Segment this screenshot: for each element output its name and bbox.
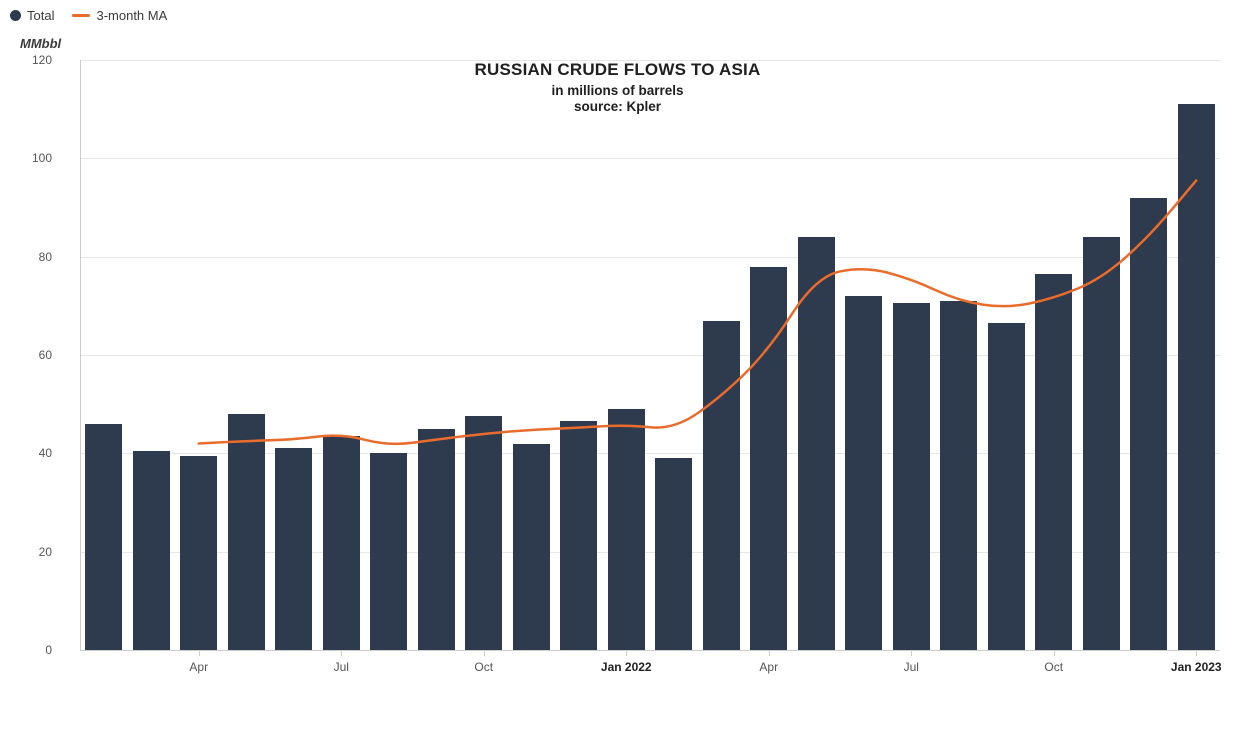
x-tick-label: Jan 2022 (601, 660, 652, 674)
chart-container: Total 3-month MA MMbbl RUSSIAN CRUDE FLO… (0, 0, 1235, 729)
bar (608, 409, 645, 650)
bar (465, 416, 502, 650)
bar (988, 323, 1025, 650)
bar (1083, 237, 1120, 650)
legend-label-ma: 3-month MA (96, 8, 167, 23)
x-tick-label: Jan 2023 (1171, 660, 1222, 674)
bar (418, 429, 455, 650)
plot-area: 020406080100120AprJulOctJan 2022AprJulOc… (60, 60, 1220, 680)
x-axis-line (80, 650, 1220, 651)
y-tick-label: 40 (12, 446, 52, 460)
legend-item-ma: 3-month MA (72, 8, 167, 23)
y-tick-label: 120 (12, 53, 52, 67)
x-tick (1054, 650, 1055, 656)
x-tick-label: Apr (189, 660, 208, 674)
x-tick-label: Oct (474, 660, 493, 674)
x-tick (484, 650, 485, 656)
bar (703, 321, 740, 650)
y-tick-label: 80 (12, 250, 52, 264)
x-tick (626, 650, 627, 656)
x-tick-label: Oct (1044, 660, 1063, 674)
legend-label-total: Total (27, 8, 54, 23)
y-tick-label: 20 (12, 545, 52, 559)
bar (655, 458, 692, 650)
gridline (80, 60, 1220, 61)
x-tick (1196, 650, 1197, 656)
bar (180, 456, 217, 650)
y-axis-line (80, 60, 81, 650)
gridline (80, 257, 1220, 258)
legend-swatch-ma (72, 14, 90, 17)
y-tick-label: 0 (12, 643, 52, 657)
x-tick-label: Apr (759, 660, 778, 674)
x-tick-label: Jul (904, 660, 919, 674)
bar (893, 303, 930, 650)
bar (750, 267, 787, 651)
y-tick-label: 60 (12, 348, 52, 362)
bar (1130, 198, 1167, 650)
bar (370, 453, 407, 650)
bar (513, 444, 550, 651)
legend: Total 3-month MA (10, 8, 167, 23)
x-tick (199, 650, 200, 656)
x-tick (341, 650, 342, 656)
x-tick-label: Jul (334, 660, 349, 674)
bar (798, 237, 835, 650)
bar (228, 414, 265, 650)
bar (1035, 274, 1072, 650)
bar (845, 296, 882, 650)
bar (85, 424, 122, 650)
bar (133, 451, 170, 650)
bar (560, 421, 597, 650)
y-axis-unit-label: MMbbl (20, 36, 61, 51)
x-tick (769, 650, 770, 656)
bar (275, 448, 312, 650)
bar (940, 301, 977, 650)
legend-swatch-total (10, 10, 21, 21)
gridline (80, 158, 1220, 159)
x-tick (911, 650, 912, 656)
y-tick-label: 100 (12, 151, 52, 165)
bar (323, 436, 360, 650)
legend-item-total: Total (10, 8, 54, 23)
bar (1178, 104, 1215, 650)
